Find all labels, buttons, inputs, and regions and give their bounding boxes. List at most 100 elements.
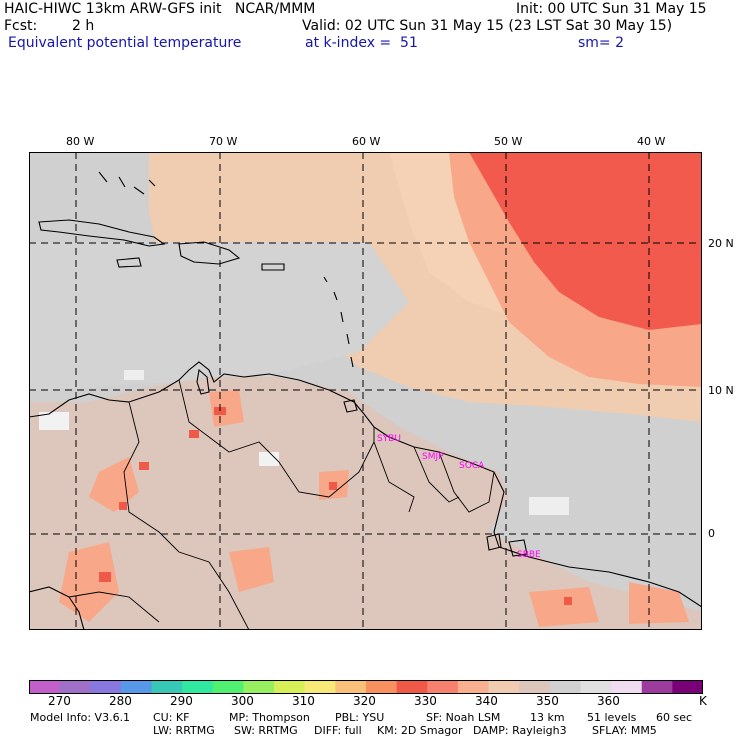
salmon-patch [59, 542, 119, 622]
south-america-coast [29, 361, 702, 608]
damping-option: DAMP: Rayleigh3 [473, 724, 567, 737]
white-patch [39, 412, 69, 430]
diffusion-option: DIFF: full [314, 724, 362, 737]
graticule [29, 152, 702, 630]
colorbar-tick: 300 [231, 694, 254, 708]
vertical-level: at k-index = 51 [305, 35, 418, 51]
colorbar-swatch [396, 680, 428, 694]
colorbar-swatch [90, 680, 122, 694]
colorbar-swatch [274, 680, 306, 694]
colorbar-tick: 270 [48, 694, 71, 708]
colorbar-frame [29, 680, 703, 694]
model-version: Model Info: V3.6.1 [30, 711, 131, 724]
station-label: SOCA [459, 461, 485, 471]
cumulus-scheme: CU: KF [153, 711, 190, 724]
salmon-patch [629, 582, 689, 624]
colorbar-swatch [366, 680, 398, 694]
puerto-rico-coast [261, 263, 285, 271]
colorbar-swatch [519, 680, 551, 694]
border-line [438, 451, 495, 513]
red-cell [329, 482, 337, 490]
hispaniola-coast [178, 241, 241, 265]
white-patch [124, 370, 144, 380]
station-label: SBBE [517, 550, 541, 560]
white-patch [259, 452, 279, 466]
salmon-patch [89, 457, 139, 512]
station-label: SMJP [422, 452, 444, 462]
salmon-patch [529, 587, 599, 627]
cuba-coast [38, 219, 166, 247]
theta-e-map: SYBU SMJP SOCA SBBE [29, 152, 702, 630]
colorbar-tick: 340 [475, 694, 498, 708]
time-step: 60 sec [656, 711, 693, 724]
lon-label-60w: 60 W [352, 135, 381, 148]
lon-label-80w: 80 W [66, 135, 95, 148]
colorbar-swatch [672, 680, 703, 694]
jamaica-coast [116, 257, 142, 268]
red-cell [189, 430, 199, 438]
colorbar-swatch [59, 680, 91, 694]
colorbar-swatch [182, 680, 214, 694]
lon-label-70w: 70 W [209, 135, 238, 148]
longwave-scheme: LW: RRTMG [153, 724, 215, 737]
colorbar-swatch [427, 680, 459, 694]
colorbar-tick: 290 [170, 694, 193, 708]
red-cell [99, 572, 111, 582]
surface-layer-scheme: SFLAY: MM5 [592, 724, 657, 737]
colorbar-tick: 350 [536, 694, 559, 708]
antilles-coast [323, 276, 354, 368]
colorbar-swatch [151, 680, 183, 694]
lat-label-20n: 20 N [708, 237, 734, 250]
colorbar-tick: 310 [292, 694, 315, 708]
colorbar-tick: 320 [353, 694, 376, 708]
colorbar-unit: K [699, 694, 707, 708]
colorbar-tick: 280 [109, 694, 132, 708]
amazon-delta [486, 533, 528, 557]
bahamas-coast [98, 171, 156, 195]
caribbean-grey [29, 242, 409, 392]
colorbar-swatch [457, 680, 490, 694]
lat-label-10n: 10 N [708, 384, 734, 397]
colorbar-swatch [304, 680, 336, 694]
colorbar-swatch [611, 680, 643, 694]
title-line: HAIC-HIWC 13km ARW-GFS init NCAR/MMM [4, 1, 316, 17]
colorbar-swatch [212, 680, 244, 694]
colorbar-swatch [335, 680, 367, 694]
smoothing-setting: sm= 2 [578, 35, 625, 51]
border-line [178, 379, 375, 498]
border-line [373, 441, 415, 513]
maracaibo-coast [196, 368, 210, 395]
colorbar-tick: 330 [414, 694, 437, 708]
trinidad-coast [343, 399, 358, 413]
borders [68, 379, 495, 630]
land-tan [29, 377, 702, 630]
border-line [413, 446, 460, 503]
colorbar-swatch [120, 680, 153, 694]
station-label: SYBU [377, 434, 401, 444]
colorbar-swatch [29, 680, 61, 694]
field-name: Equivalent potential temperature [8, 35, 242, 51]
red-cell [564, 597, 572, 605]
border-line [123, 401, 250, 630]
microphysics-scheme: MP: Thompson [229, 711, 310, 724]
colorbar [29, 680, 703, 694]
valid-time: Valid: 02 UTC Sun 31 May 15 (23 LST Sat … [302, 18, 673, 34]
colorbar-swatch [243, 680, 275, 694]
grid-spacing: 13 km [530, 711, 565, 724]
eddy-coefficient-option: KM: 2D Smagor [377, 724, 463, 737]
lon-label-40w: 40 W [637, 135, 666, 148]
surface-scheme: SF: Noah LSM [426, 711, 501, 724]
forecast-hour: 2 h [72, 18, 95, 34]
border-line [68, 591, 160, 623]
colorbar-swatch [488, 680, 520, 694]
colorbar-tick: 360 [597, 694, 620, 708]
red-cell [119, 502, 127, 510]
pbl-scheme: PBL: YSU [335, 711, 385, 724]
init-time: Init: 00 UTC Sun 31 May 15 [516, 1, 707, 17]
shortwave-scheme: SW: RRTMG [234, 724, 298, 737]
colorbar-swatch [580, 680, 612, 694]
red-cell [139, 462, 149, 470]
vertical-levels: 51 levels [587, 711, 637, 724]
red-region [469, 152, 702, 330]
map-frame [29, 152, 702, 630]
